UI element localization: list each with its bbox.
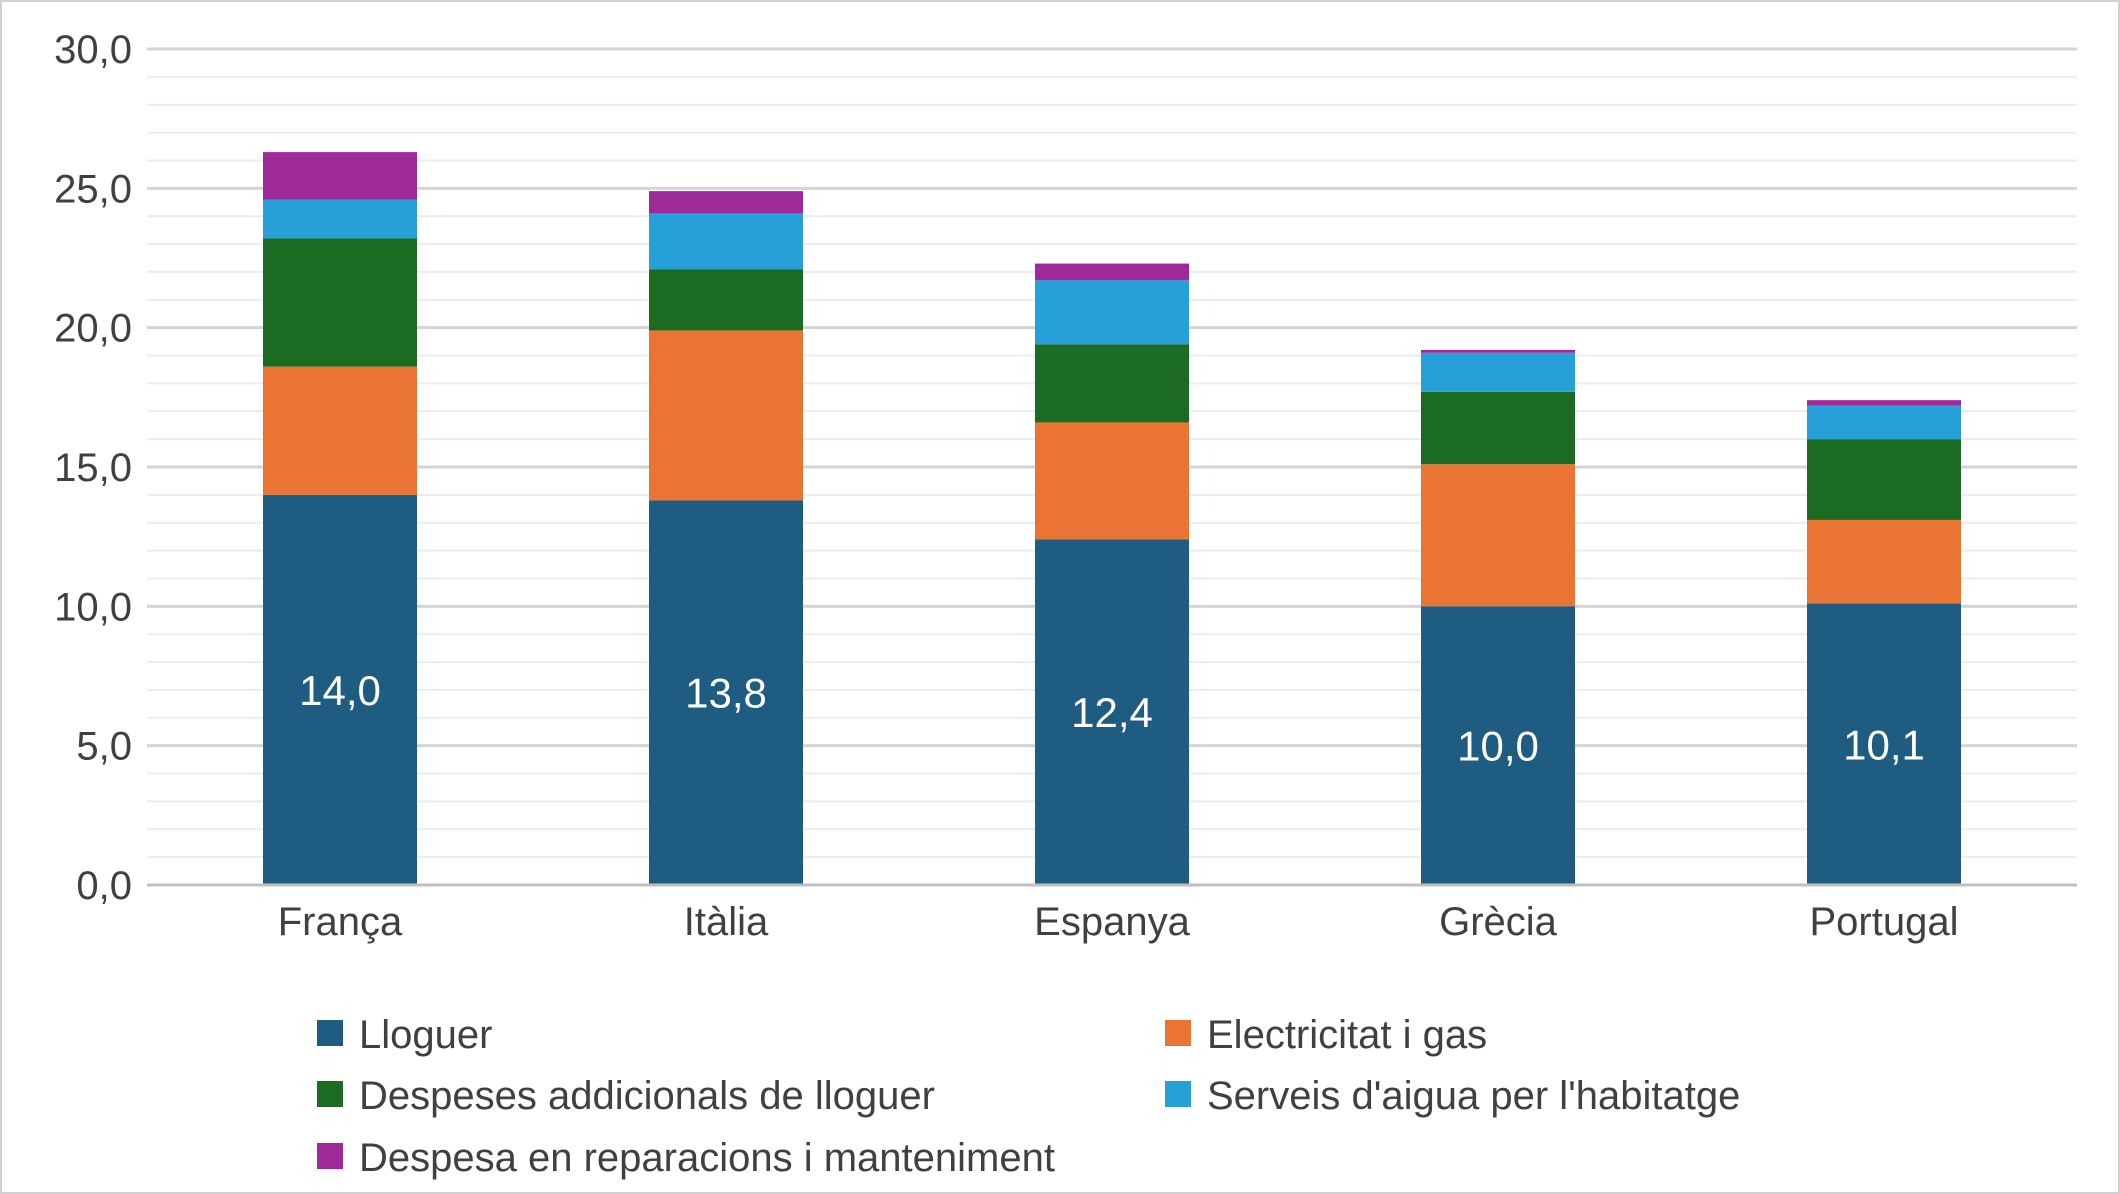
x-category-label: Itàlia: [684, 900, 769, 944]
bar-segment: [1807, 519, 1961, 604]
bar-segment: [263, 199, 417, 239]
bar-segment: [1035, 263, 1189, 281]
legend-label: Serveis d'aigua per l'habitatge: [1207, 1074, 1740, 1118]
y-tick-label: 10,0: [54, 585, 132, 629]
bar-segment: [1421, 464, 1575, 607]
legend-swatch: [317, 1081, 343, 1107]
bar-segment: [1807, 400, 1961, 406]
bar-segment: [1421, 352, 1575, 392]
legend-label: Despesa en reparacions i manteniment: [359, 1136, 1055, 1180]
bar-segment: [263, 366, 417, 495]
bar-segment: [263, 494, 417, 885]
y-tick-label: 15,0: [54, 446, 132, 490]
x-category-label: Portugal: [1810, 900, 1959, 944]
bar-segment: [649, 330, 803, 501]
bar-segment: [263, 238, 417, 367]
bar-segment: [1035, 344, 1189, 423]
bar-segment: [1421, 606, 1575, 885]
legend-label: Despeses addicionals de lloguer: [359, 1074, 935, 1118]
legend-swatch: [317, 1020, 343, 1046]
x-category-label: França: [278, 900, 403, 944]
bar-segment: [1807, 405, 1961, 440]
bar-segment: [649, 191, 803, 214]
data-label: 13,8: [685, 670, 767, 717]
legend-label: Lloguer: [359, 1013, 492, 1057]
y-axis-tick-labels: 0,0 5,0 10,0 15,0 20,0 25,0 30,0: [54, 28, 132, 908]
bar-segment: [649, 213, 803, 270]
bar-segment: [1807, 439, 1961, 520]
y-tick-label: 20,0: [54, 307, 132, 351]
data-label: 10,1: [1843, 721, 1925, 768]
y-tick-label: 30,0: [54, 28, 132, 72]
x-category-label: Espanya: [1034, 900, 1190, 944]
legend-swatch: [1165, 1020, 1191, 1046]
bar-segment: [1035, 539, 1189, 885]
bar-segment: [1035, 280, 1189, 345]
y-tick-label: 25,0: [54, 167, 132, 211]
bar-segment: [1421, 349, 1575, 353]
bar-segment: [649, 500, 803, 885]
data-label: 10,0: [1457, 723, 1539, 770]
x-category-label: Grècia: [1439, 900, 1558, 944]
legend-swatch: [1165, 1081, 1191, 1107]
data-labels: 14,0 13,8 12,4 10,0 10,1: [299, 667, 1925, 770]
legend-label: Electricitat i gas: [1207, 1013, 1487, 1057]
bar-segment: [1035, 422, 1189, 540]
y-tick-label: 5,0: [76, 725, 132, 769]
bar-segment: [1807, 603, 1961, 885]
legend-swatch: [317, 1143, 343, 1169]
legend: Lloguer Electricitat i gas Despeses addici…: [317, 1013, 1740, 1180]
bar-segment: [1421, 391, 1575, 465]
bar-segment: [263, 152, 417, 200]
data-label: 12,4: [1071, 689, 1153, 736]
y-tick-label: 0,0: [76, 864, 132, 908]
bar-segment: [649, 269, 803, 331]
bar-stacks: [263, 152, 1961, 885]
data-label: 14,0: [299, 667, 381, 714]
x-axis-category-labels: França Itàlia Espanya Grècia Portugal: [278, 900, 1959, 944]
